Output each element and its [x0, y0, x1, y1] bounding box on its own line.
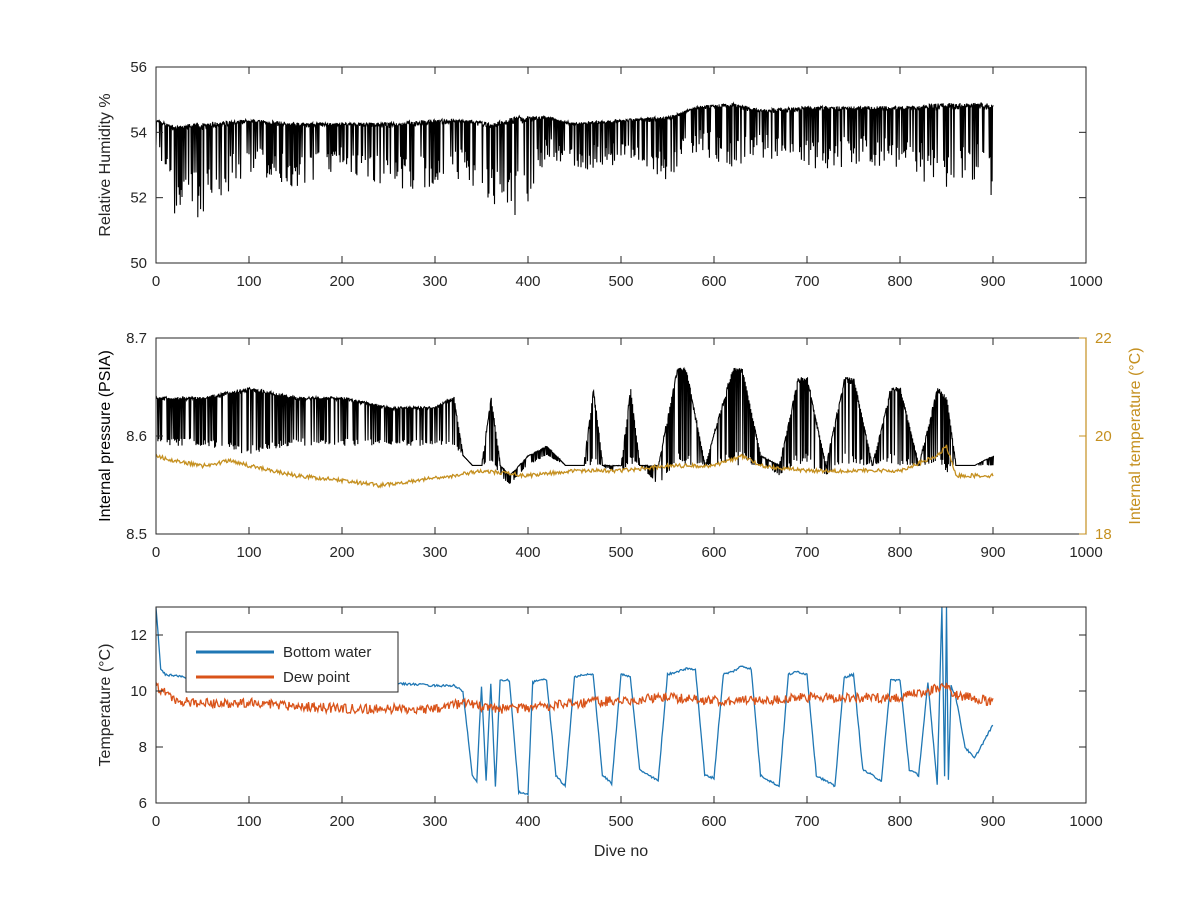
y-tick-label: 56: [130, 59, 147, 76]
x-tick-label: 200: [329, 813, 354, 830]
x-tick-label: 700: [794, 813, 819, 830]
x-tick-label: 0: [152, 544, 160, 561]
y-tick-label: 10: [130, 683, 147, 700]
x-tick-label: 300: [422, 273, 447, 290]
x-tick-label: 200: [329, 273, 354, 290]
x-tick-label: 900: [980, 544, 1005, 561]
y-tick-label: 8: [139, 739, 147, 756]
x-tick-label: 0: [152, 273, 160, 290]
y-tick-label: 50: [130, 255, 147, 272]
y2-tick-label: 20: [1095, 428, 1112, 445]
x-tick-label: 1000: [1069, 813, 1102, 830]
x-tick-label: 600: [701, 273, 726, 290]
legend-label-2: Dew point: [283, 669, 351, 686]
y-tick-label: 52: [130, 190, 147, 207]
y-tick-label: 54: [130, 124, 147, 141]
legend-box: [185, 631, 399, 693]
x-tick-label: 500: [608, 273, 633, 290]
x-tick-label: 700: [794, 544, 819, 561]
y-axis-label: Temperature (°C): [97, 644, 114, 767]
series-line-1: [156, 101, 994, 218]
x-tick-label: 1000: [1069, 273, 1102, 290]
x-tick-label: 100: [236, 813, 261, 830]
x-tick-label: 200: [329, 544, 354, 561]
y-axis-label: Internal pressure (PSIA): [97, 350, 114, 522]
series-line-2: [156, 444, 994, 489]
x-tick-label: 800: [887, 544, 912, 561]
y-tick-label: 8.5: [126, 526, 147, 543]
x-tick-label: 400: [515, 273, 540, 290]
legend-label-1: Bottom water: [283, 644, 371, 661]
x-tick-label: 100: [236, 273, 261, 290]
x-tick-label: 400: [515, 813, 540, 830]
x-axis-label: Dive no: [594, 843, 648, 860]
legend: Bottom water Dew point: [185, 631, 399, 693]
x-tick-label: 500: [608, 813, 633, 830]
x-tick-label: 500: [608, 544, 633, 561]
x-tick-label: 1000: [1069, 544, 1102, 561]
series-dew-point: [156, 682, 994, 716]
panel-1: 0 100 200 300 400 500 600 700 800 900 1000 50 52 54 56…: [97, 59, 1103, 290]
y-axis-label: Relative Humidity %: [97, 93, 114, 236]
x-tick-label: 900: [980, 813, 1005, 830]
x-tick-label: 700: [794, 273, 819, 290]
x-tick-label: 100: [236, 544, 261, 561]
y-tick-label: 8.7: [126, 330, 147, 347]
y-tick-label: 8.6: [126, 428, 147, 445]
x-tick-label: 0: [152, 813, 160, 830]
x-tick-label: 400: [515, 544, 540, 561]
x-tick-label: 600: [701, 544, 726, 561]
x-tick-label: 900: [980, 273, 1005, 290]
x-tick-label: 800: [887, 273, 912, 290]
plot-area: [156, 366, 995, 489]
y-tick-label: 6: [139, 795, 147, 812]
x-tick-label: 300: [422, 813, 447, 830]
x-tick-label: 300: [422, 544, 447, 561]
x-tick-label: 800: [887, 813, 912, 830]
y2-tick-label: 22: [1095, 330, 1112, 347]
plot-area: [156, 101, 994, 218]
series-line-1: [156, 366, 995, 484]
x-tick-label: 600: [701, 813, 726, 830]
y2-axis-label: Internal temperature (°C): [1127, 347, 1144, 524]
panel-2: 0 100 200 300 400 500 600 700 800 900 1000 8.5 8.6 8.…: [97, 330, 1144, 561]
y2-tick-label: 18: [1095, 526, 1112, 543]
y-tick-label: 12: [130, 627, 147, 644]
panel-3: 0 100 200 300 400 500 600 700 800 900 1000 6 8 10 12 Te…: [97, 606, 1103, 860]
